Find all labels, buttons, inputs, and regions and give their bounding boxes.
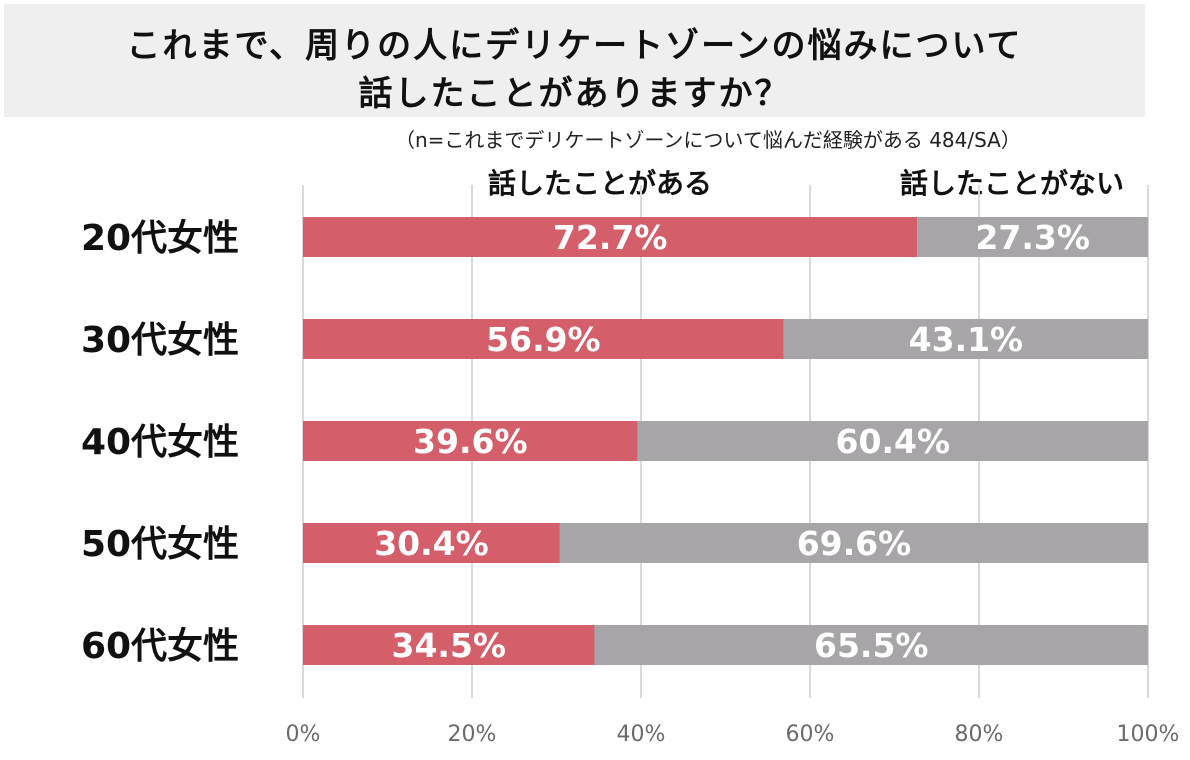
category-label: 20代女性 <box>81 218 239 259</box>
data-label-not-talked: 65.5% <box>814 626 929 665</box>
data-label-talked: 34.5% <box>392 626 507 665</box>
chart-title-line-1: これまで、周りの人にデリケートゾーンの悩みについて <box>126 26 1023 66</box>
bar-talked <box>303 217 918 257</box>
data-label-not-talked: 69.6% <box>797 524 912 563</box>
x-tick-label: 20% <box>448 722 497 747</box>
bar-talked <box>303 625 595 665</box>
bar-not-talked <box>917 217 1148 257</box>
data-label-not-talked: 27.3% <box>975 218 1090 257</box>
category-label: 60代女性 <box>81 626 239 667</box>
category-label: 30代女性 <box>81 320 239 361</box>
bar-not-talked <box>783 319 1148 359</box>
bar-talked <box>303 319 784 359</box>
x-tick-label: 0% <box>286 722 321 747</box>
bar-not-talked <box>559 523 1148 563</box>
legend-label-talked: 話したことがある <box>488 167 713 200</box>
x-tick-label: 60% <box>786 722 835 747</box>
bar-talked <box>303 523 560 563</box>
data-label-not-talked: 43.1% <box>909 320 1024 359</box>
data-label-talked: 39.6% <box>413 422 528 461</box>
bar-talked <box>303 421 638 461</box>
x-tick-label: 100% <box>1117 722 1180 747</box>
chart-title-line-2: 話したことがありますか？ <box>358 74 791 114</box>
data-label-not-talked: 60.4% <box>836 422 951 461</box>
sample-note: （n=これまでデリケートゾーンについて悩んだ経験がある 484/SA） <box>395 128 1021 152</box>
bar-not-talked <box>637 421 1148 461</box>
bar-not-talked <box>594 625 1148 665</box>
category-label: 50代女性 <box>81 524 239 565</box>
data-label-talked: 56.9% <box>486 320 601 359</box>
data-label-talked: 30.4% <box>374 524 489 563</box>
title-banner: これまで、周りの人にデリケートゾーンの悩みについて 話したことがありますか？ <box>4 4 1145 117</box>
x-tick-label: 80% <box>955 722 1004 747</box>
x-tick-label: 40% <box>617 722 666 747</box>
data-label-talked: 72.7% <box>553 218 668 257</box>
legend-label-not-talked: 話したことがない <box>900 167 1125 200</box>
category-label: 40代女性 <box>81 422 239 463</box>
